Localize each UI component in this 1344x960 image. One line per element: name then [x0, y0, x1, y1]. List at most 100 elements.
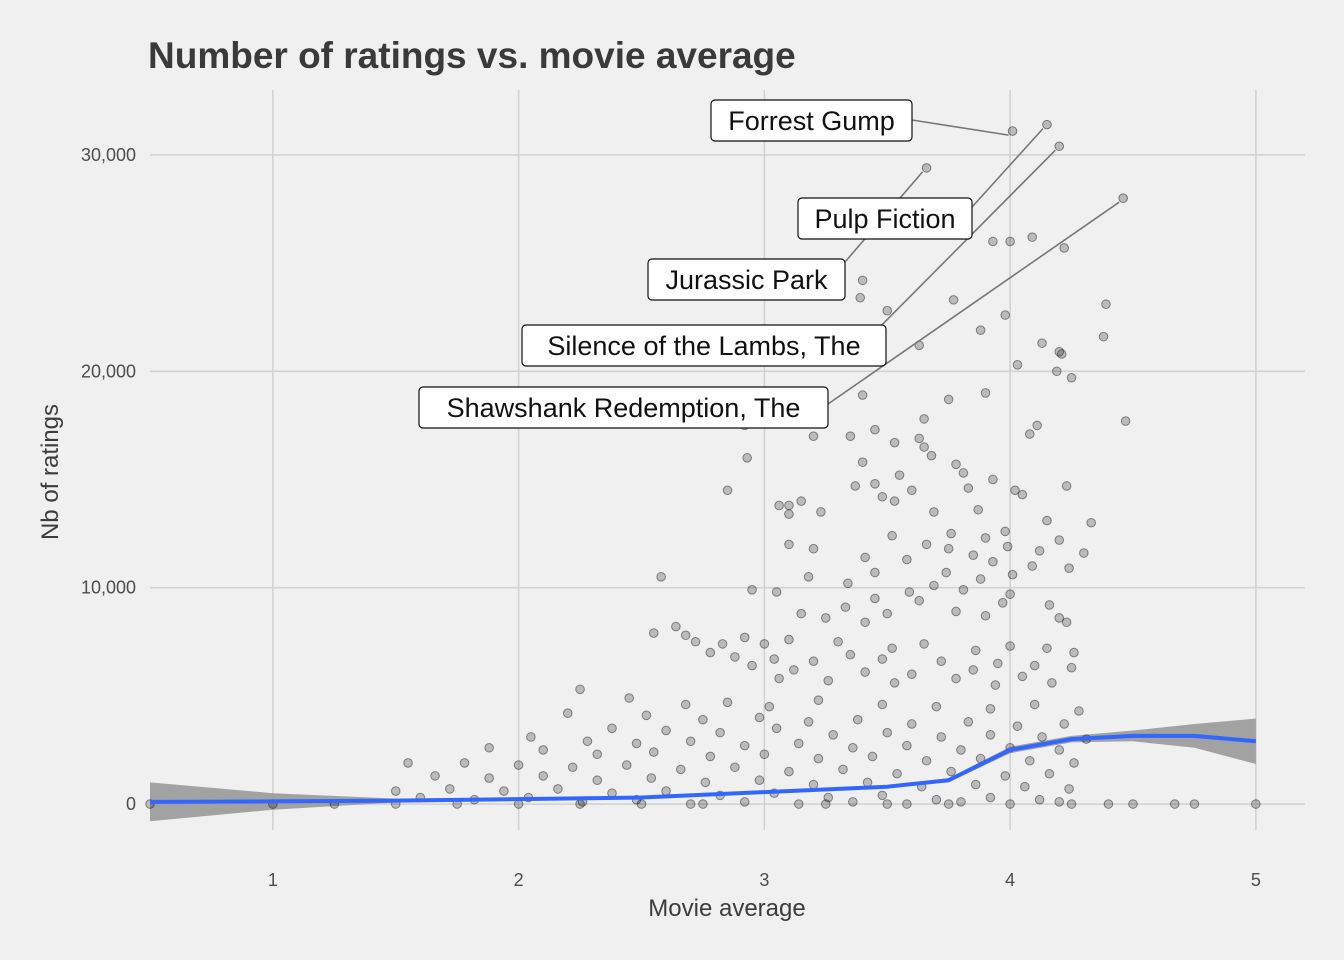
- data-point: [882, 727, 893, 738]
- data-point: [852, 714, 863, 725]
- data-point: [1066, 799, 1077, 809]
- data-point: [526, 732, 536, 742]
- data-point: [764, 701, 775, 712]
- data-point: [1005, 641, 1015, 651]
- data-point: [975, 574, 986, 584]
- data-point: [680, 630, 691, 641]
- data-point: [919, 414, 929, 424]
- data-point: [648, 747, 659, 757]
- data-point: [902, 740, 912, 751]
- data-point: [1056, 349, 1067, 359]
- x-axis-title: Movie average: [648, 895, 805, 922]
- data-point: [685, 736, 696, 747]
- data-point: [607, 723, 617, 734]
- data-point: [796, 496, 807, 506]
- data-point: [907, 669, 917, 680]
- data-point: [840, 602, 851, 612]
- y-tick-label: 30,000: [81, 145, 136, 165]
- data-point: [877, 790, 888, 801]
- data-point: [705, 751, 716, 762]
- data-point: [843, 578, 853, 589]
- data-point: [904, 587, 915, 597]
- data-point: [823, 792, 834, 803]
- data-point: [1047, 678, 1057, 688]
- data-point: [1061, 481, 1072, 491]
- data-point: [1059, 243, 1069, 253]
- data-point: [1012, 359, 1023, 370]
- data-point: [970, 779, 981, 790]
- data-point: [1037, 732, 1047, 742]
- data-point: [705, 647, 716, 658]
- data-point: [499, 786, 509, 796]
- data-point: [820, 799, 831, 809]
- data-point: [1101, 299, 1111, 310]
- data-point: [690, 636, 701, 647]
- data-point: [803, 717, 814, 727]
- data-point: [1007, 569, 1018, 580]
- data-point: [907, 485, 917, 496]
- data-point: [1066, 662, 1077, 673]
- x-tick-label: 4: [1005, 870, 1015, 890]
- data-point: [919, 442, 929, 452]
- label-box: [647, 258, 846, 301]
- data-point: [459, 758, 470, 768]
- data-point: [784, 509, 794, 519]
- axis-ticks: 1 2 3 4 5 0 10,000 20,000 30,000: [81, 145, 1261, 890]
- smooth-trend-line: [149, 733, 1257, 804]
- data-point: [562, 708, 573, 718]
- data-point: [575, 799, 585, 809]
- data-point: [730, 652, 740, 662]
- data-point: [968, 665, 979, 675]
- data-point: [722, 697, 733, 708]
- data-point: [1034, 546, 1045, 556]
- data-point: [1000, 526, 1010, 537]
- data-point: [828, 729, 838, 740]
- data-point: [1000, 771, 1010, 781]
- data-point: [685, 799, 696, 809]
- point-labels: Forrest Gump Pulp Fiction Jurassic Park Sil…: [418, 99, 1120, 429]
- data-point: [988, 236, 998, 247]
- data-point: [592, 775, 603, 786]
- data-point: [676, 764, 686, 775]
- point-label: Forrest Gump: [728, 106, 895, 136]
- highlighted-point: [1054, 141, 1065, 152]
- data-point: [980, 388, 991, 398]
- data-point: [985, 704, 996, 714]
- data-point: [1017, 671, 1028, 682]
- data-point: [648, 628, 659, 638]
- data-point: [889, 496, 900, 506]
- data-point: [661, 725, 671, 736]
- data-point: [867, 751, 878, 762]
- data-point: [877, 491, 888, 502]
- data-point: [513, 760, 524, 770]
- data-point: [816, 507, 826, 517]
- data-point: [850, 481, 861, 491]
- data-point: [862, 777, 873, 788]
- label-connector: [827, 201, 1120, 405]
- data-point: [717, 639, 728, 649]
- highlighted-point: [1042, 119, 1052, 130]
- data-point: [892, 768, 902, 779]
- data-point: [1120, 416, 1131, 426]
- data-point: [882, 608, 893, 619]
- data-point: [902, 799, 912, 809]
- point-label: Jurassic Park: [665, 265, 828, 295]
- data-point: [793, 799, 804, 809]
- data-point: [730, 762, 740, 773]
- data-point: [951, 459, 961, 470]
- data-point: [985, 792, 996, 803]
- data-point: [784, 500, 794, 511]
- label-box: [521, 324, 887, 367]
- data-point: [769, 654, 779, 664]
- data-point: [671, 621, 681, 632]
- data-point: [1064, 784, 1074, 794]
- data-point: [902, 554, 912, 565]
- chart-title: Number of ratings vs. movie average: [148, 35, 796, 76]
- data-point: [553, 784, 563, 794]
- x-tick-label: 1: [268, 870, 278, 890]
- data-point: [848, 797, 858, 807]
- data-point: [1000, 310, 1010, 320]
- data-point: [1169, 799, 1180, 809]
- data-point: [1005, 799, 1015, 809]
